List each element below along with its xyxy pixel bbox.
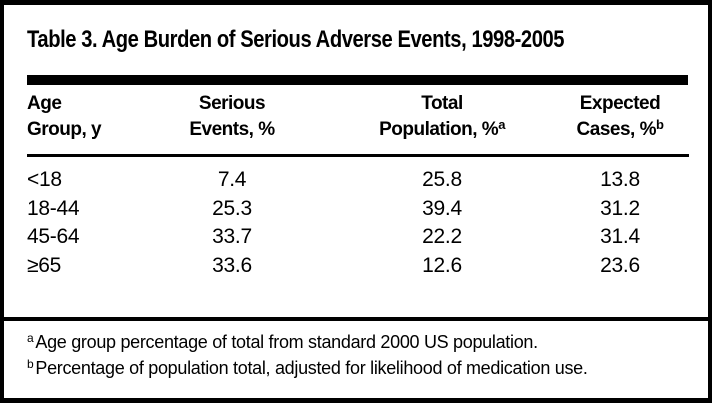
col-header-age-group: Age Group, y bbox=[27, 91, 132, 143]
frame-top-rule bbox=[0, 0, 712, 5]
col-header-serious-events: Serious Events, % bbox=[132, 91, 332, 143]
col-header-expected-cases-line2: Cases, %b bbox=[552, 117, 688, 143]
col-header-expected-cases-label: Cases, % bbox=[576, 119, 657, 140]
table-row: 45-64 33.7 22.2 31.4 bbox=[27, 223, 688, 252]
table-row: 18-44 25.3 39.4 31.2 bbox=[27, 195, 688, 224]
col-header-total-population-label: Population, % bbox=[379, 119, 499, 140]
footnote-separator-rule bbox=[0, 317, 712, 321]
cell-age-group: <18 bbox=[27, 168, 62, 191]
frame-right-rule bbox=[708, 0, 712, 403]
cell-expected-cases: 31.2 bbox=[600, 196, 640, 220]
header-separator-rule bbox=[27, 154, 689, 157]
col-header-serious-events-line2: Events, % bbox=[189, 119, 275, 140]
table-title: Table 3. Age Burden of Serious Adverse E… bbox=[27, 26, 565, 53]
col-header-expected-cases: Expected Cases, %b bbox=[552, 91, 688, 143]
cell-total-population: 12.6 bbox=[422, 253, 462, 277]
footnote-a-text: Age group percentage of total from stand… bbox=[35, 332, 538, 352]
cell-expected-cases: 31.4 bbox=[600, 225, 640, 248]
table-body: <18 7.4 25.8 13.8 18-44 25.3 39.4 31.2 4… bbox=[27, 166, 688, 280]
cell-total-population: 39.4 bbox=[422, 196, 462, 220]
cell-serious-events: 33.6 bbox=[212, 253, 252, 277]
footnote-a-reference: a bbox=[498, 117, 505, 132]
col-header-total-population-line2: Population, %a bbox=[332, 117, 552, 143]
col-header-age-group-line2: Group, y bbox=[27, 119, 102, 140]
cell-total-population: 22.2 bbox=[422, 225, 462, 248]
footnote-b-text: Percentage of population total, adjusted… bbox=[35, 358, 588, 378]
table-row: ≥65 33.6 12.6 23.6 bbox=[27, 252, 688, 281]
col-header-total-population: Total Population, %a bbox=[332, 91, 552, 143]
cell-total-population: 25.8 bbox=[422, 168, 462, 191]
footnote-a: a Age group percentage of total from stan… bbox=[27, 329, 707, 355]
cell-age-group: 18-44 bbox=[27, 196, 80, 220]
frame-bottom-rule bbox=[0, 398, 712, 403]
col-header-expected-cases-line1: Expected bbox=[579, 93, 661, 114]
table-footnotes: a Age group percentage of total from stan… bbox=[27, 329, 707, 381]
cell-expected-cases: 13.8 bbox=[600, 168, 640, 191]
cell-expected-cases: 23.6 bbox=[600, 253, 640, 277]
footnote-b: b Percentage of population total, adjuste… bbox=[27, 355, 707, 381]
col-header-serious-events-line1: Serious bbox=[198, 93, 266, 114]
table-header-row: Age Group, y Serious Events, % Total Pop… bbox=[27, 91, 688, 143]
table-row: <18 7.4 25.8 13.8 bbox=[27, 166, 688, 195]
cell-serious-events: 25.3 bbox=[212, 196, 252, 220]
footnote-b-marker: b bbox=[27, 357, 34, 371]
cell-age-group: 45-64 bbox=[27, 225, 80, 248]
cell-serious-events: 7.4 bbox=[217, 168, 247, 191]
title-separator-bar bbox=[27, 75, 688, 85]
cell-age-group: ≥65 bbox=[27, 253, 61, 277]
cell-serious-events: 33.7 bbox=[212, 225, 252, 248]
footnote-a-marker: a bbox=[27, 331, 34, 345]
footnote-b-reference: b bbox=[656, 117, 664, 132]
col-header-total-population-line1: Total bbox=[421, 93, 463, 114]
col-header-age-group-line1: Age bbox=[27, 93, 62, 114]
frame-left-rule bbox=[0, 0, 4, 403]
